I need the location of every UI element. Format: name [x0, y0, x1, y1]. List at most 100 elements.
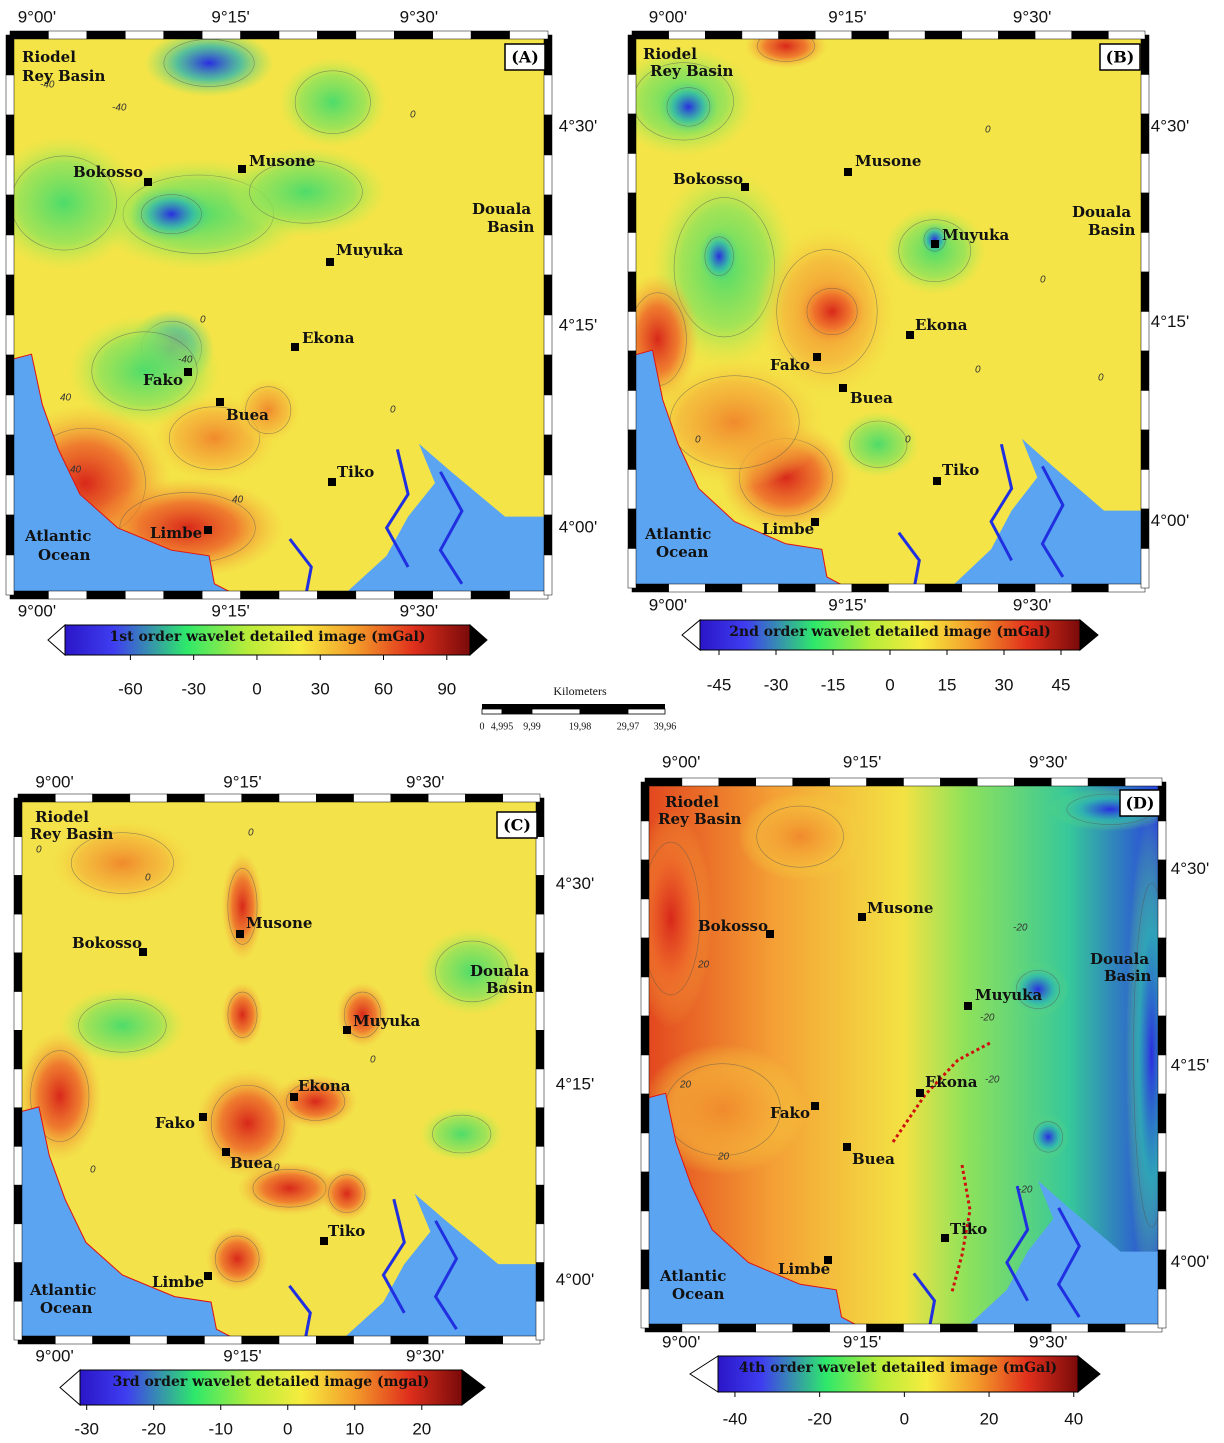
- fault: [950, 1164, 972, 1293]
- panel-label-box: [504, 43, 546, 71]
- longitude-label: 9°00': [662, 752, 700, 771]
- place-label: Muyuka: [353, 1012, 421, 1030]
- map-surface: [632, 35, 1145, 588]
- bay: [341, 1193, 540, 1340]
- frame-tick: [1157, 1054, 1167, 1095]
- scale-segment: [532, 704, 580, 709]
- town-marker: [204, 526, 212, 534]
- contour-label: 0: [1040, 275, 1046, 286]
- frame-tick: [9, 30, 49, 40]
- place-label: Atlantic: [644, 525, 711, 543]
- frame-tick: [166, 793, 205, 803]
- frame-tick: [1087, 1323, 1126, 1333]
- map-surface: [10, 35, 548, 595]
- colorbar-tick-label: 45: [1052, 675, 1071, 694]
- place-label: Fako: [155, 1114, 195, 1132]
- frame-tick: [1124, 1323, 1163, 1333]
- frame-tick: [5, 514, 15, 556]
- colorbar-tick-label: -15: [821, 675, 846, 694]
- frame-tick: [13, 1262, 23, 1302]
- place-label: Ocean: [672, 1285, 724, 1303]
- frame-tick: [55, 1335, 93, 1345]
- longitude-label: 9°30': [406, 772, 444, 791]
- contour-label: 0: [905, 435, 911, 446]
- place-label: Atlantic: [24, 527, 91, 545]
- longitude-label: 9°00': [649, 7, 687, 26]
- frame-tick: [470, 30, 510, 40]
- contour: [343, 991, 382, 1038]
- frame-tick: [1140, 34, 1150, 75]
- colorbar-tick-label: 10: [345, 1419, 364, 1438]
- colorbar-low-arrow: [47, 623, 66, 657]
- town-marker: [811, 1102, 819, 1110]
- frame-tick: [13, 1223, 23, 1263]
- frame-tick: [129, 793, 168, 803]
- map-panel: 9°00' 9°00' 9°15' 9°15' 9°30' 9°30' 4°30' 4°15'…: [640, 752, 1209, 1428]
- frame-tick: [888, 583, 926, 593]
- frame-tick: [961, 30, 999, 40]
- longitude-label: 9°15': [843, 752, 881, 771]
- frame-tick: [5, 194, 15, 236]
- frame-tick: [627, 508, 637, 549]
- contour-label: 0: [200, 315, 206, 326]
- frame-tick: [627, 390, 637, 431]
- place-label: Musone: [855, 152, 921, 170]
- scale-label: 9,99: [523, 721, 541, 732]
- frame-tick: [5, 314, 15, 356]
- frame-tick: [278, 30, 318, 40]
- latitude-label: 4°15': [559, 316, 597, 335]
- frame-tick: [627, 113, 637, 154]
- contour-label: 0: [90, 1165, 96, 1176]
- frame-tick: [1014, 777, 1052, 787]
- place-label: Musone: [249, 152, 315, 170]
- town-marker: [813, 353, 821, 361]
- anomaly: [419, 928, 525, 1015]
- scale-segment: [531, 708, 581, 715]
- frame-tick: [1140, 153, 1150, 194]
- frame-tick: [998, 583, 1036, 593]
- frame-tick: [535, 1107, 545, 1147]
- frame-tick: [1034, 30, 1072, 40]
- frame-tick: [543, 554, 553, 596]
- colorbar-high-arrow: [461, 1368, 486, 1407]
- contour: [923, 227, 946, 252]
- contour-label: 0: [370, 1055, 376, 1066]
- frame-tick: [17, 793, 56, 803]
- town-marker: [964, 1002, 972, 1010]
- frame-tick: [316, 793, 354, 803]
- scale-label: 39,96: [654, 721, 677, 732]
- contour: [286, 1082, 346, 1121]
- contour: [70, 832, 174, 894]
- frame-tick: [535, 952, 545, 992]
- frame-tick: [163, 30, 203, 40]
- contour: [432, 1114, 492, 1154]
- frame-tick: [92, 1335, 131, 1345]
- contour: [1033, 1121, 1064, 1153]
- frame-tick: [814, 30, 853, 40]
- frame-tick: [355, 30, 395, 40]
- place-label: Riodel: [35, 808, 89, 826]
- frame-tick: [317, 30, 357, 40]
- frame-tick: [13, 1068, 23, 1108]
- frame-tick: [924, 583, 963, 593]
- scale-segment: [628, 704, 665, 709]
- frame-tick: [432, 590, 472, 600]
- frame-tick: [627, 153, 637, 194]
- frame-tick: [1087, 777, 1126, 787]
- anomaly: [69, 315, 220, 427]
- colorbar-high-arrow: [1079, 618, 1099, 652]
- frame-tick: [640, 859, 650, 900]
- creek: [433, 1220, 459, 1331]
- frame-tick: [13, 991, 23, 1031]
- frame-tick: [241, 1335, 280, 1345]
- frame-tick: [125, 590, 164, 600]
- colorbar-tick-label: -40: [723, 1409, 748, 1428]
- place-label: Rey Basin: [30, 825, 113, 843]
- frame-tick: [535, 991, 545, 1031]
- latitude-label: 4°00': [559, 517, 597, 536]
- contour-label: 0: [975, 365, 981, 376]
- contour-label: -20: [980, 1013, 995, 1024]
- frame-tick: [5, 74, 15, 116]
- frame-tick: [627, 429, 637, 470]
- contour-label: 0: [410, 110, 416, 121]
